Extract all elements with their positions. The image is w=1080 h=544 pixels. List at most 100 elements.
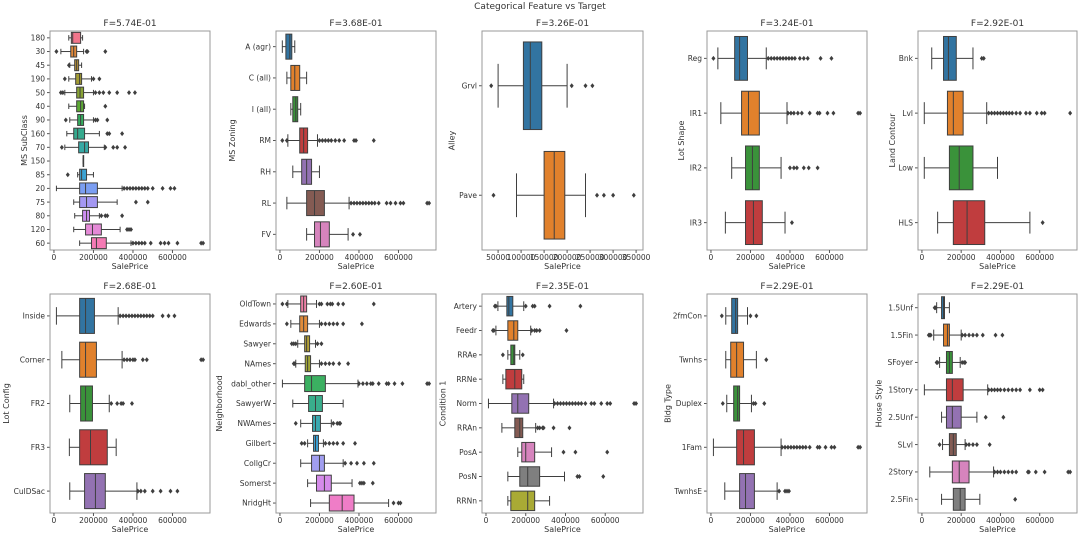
outlier-point	[354, 200, 359, 206]
outlier-point	[797, 444, 802, 450]
box-Somerst	[307, 474, 375, 492]
outlier-point	[561, 449, 566, 455]
outlier-point	[993, 332, 998, 338]
y-tick-label: Edwards	[239, 320, 271, 329]
y-tick-label: 70	[35, 143, 45, 152]
outlier-point	[1006, 387, 1011, 393]
x-tick-label: 0	[278, 516, 283, 525]
y-tick-label: IR1	[690, 109, 702, 118]
box-IR2	[731, 145, 820, 191]
x-tick-label: 200000	[947, 253, 976, 262]
y-tick-label: 50	[35, 88, 45, 97]
outlier-point	[583, 83, 588, 89]
x-tick-label: 200000	[511, 516, 540, 525]
outlier-point	[166, 240, 171, 246]
x-tick-label: 200000	[79, 253, 108, 262]
outlier-point	[1034, 110, 1039, 116]
x-tick-label: 200000	[553, 253, 582, 262]
subplot-title: F=2.92E-01	[971, 19, 1024, 29]
subplot-6: F=2.68E-01 Inside Corner FR2 FR3 CulDSac 0 2000…	[2, 282, 211, 534]
outlier-point	[605, 449, 610, 455]
outlier-point	[578, 303, 583, 309]
axes-frame	[706, 30, 868, 251]
y-tick-label: 150	[31, 157, 46, 166]
box-iqr	[510, 344, 516, 366]
box-1.5Fin	[926, 323, 1005, 347]
outlier-point	[118, 313, 123, 319]
outlier-point	[789, 220, 794, 226]
subplot-title: F=5.74E-01	[103, 19, 156, 29]
outlier-point	[1040, 220, 1045, 226]
outlier-point	[1014, 387, 1019, 393]
box-Edwards	[284, 315, 364, 333]
x-tick-label: 600000	[158, 253, 187, 262]
outlier-point	[158, 488, 163, 494]
y-tick-label: Duplex	[676, 399, 703, 408]
outlier-point	[65, 172, 70, 178]
box-RRNn	[507, 490, 551, 512]
outlier-point	[995, 110, 1000, 116]
outlier-point	[331, 420, 336, 426]
outlier-point	[785, 444, 790, 450]
subplot-9: F=2.29E-01 2fmCon Twnhs Duplex 1Fam TwnhsE 0 20…	[664, 282, 868, 534]
outlier-point	[1042, 469, 1047, 475]
box-iqr	[79, 297, 95, 334]
outlier-point	[1026, 469, 1031, 475]
outlier-point	[986, 110, 991, 116]
outlier-point	[139, 240, 144, 246]
outlier-point	[791, 165, 796, 171]
outlier-point	[280, 138, 285, 143]
outlier-point	[338, 420, 343, 426]
outlier-point	[144, 313, 149, 319]
outlier-point	[284, 301, 289, 307]
outlier-point	[293, 420, 298, 426]
y-tick-label: RRNe	[456, 375, 477, 384]
outlier-point	[967, 332, 972, 338]
outlier-point	[175, 240, 180, 246]
outlier-point	[769, 55, 774, 61]
outlier-point	[63, 117, 68, 123]
outlier-point	[1039, 110, 1044, 116]
box-iqr	[507, 320, 519, 341]
box-PosN	[507, 466, 606, 487]
outlier-point	[1006, 469, 1011, 475]
y-tick-label: 1.5Unf	[888, 303, 913, 312]
outlier-point	[341, 301, 346, 307]
outlier-point	[343, 460, 348, 466]
box-FR3	[68, 429, 117, 466]
outlier-point	[785, 110, 790, 116]
subplot-2: F=3.68E-01 A (agr) C (all) I (all) RM RH RL FV 0…	[228, 19, 437, 271]
box-RH	[292, 158, 320, 185]
box-iqr	[79, 196, 98, 209]
outlier-point	[103, 49, 108, 55]
outlier-point	[794, 444, 799, 450]
box-Inside	[55, 297, 177, 334]
outlier-point	[772, 55, 777, 61]
outlier-point	[634, 401, 639, 406]
x-axis-label: SalePrice	[544, 525, 581, 534]
box-Twnhs	[725, 341, 769, 378]
outlier-point	[964, 442, 969, 448]
box-Artery	[492, 295, 583, 317]
y-tick-label: NWAmes	[237, 419, 271, 428]
y-tick-label: A (agr)	[245, 42, 271, 51]
box-70	[59, 141, 128, 154]
outlier-point	[54, 49, 59, 55]
box-Bnk	[931, 35, 986, 81]
x-axis-label: SalePrice	[112, 262, 149, 271]
outlier-point	[302, 440, 307, 446]
outlier-point	[983, 414, 988, 420]
outlier-point	[292, 361, 297, 367]
x-axis-label: SalePrice	[979, 525, 1016, 534]
x-tick-label: 150000	[530, 253, 559, 262]
box-iqr	[736, 429, 755, 466]
outlier-point	[141, 313, 146, 319]
outlier-point	[103, 103, 108, 109]
y-tick-label: Inside	[23, 312, 46, 321]
outlier-point	[786, 488, 791, 494]
outlier-point	[168, 488, 173, 494]
axes-frame	[481, 30, 644, 251]
outlier-point	[356, 381, 361, 387]
outlier-point	[325, 301, 330, 307]
y-tick-label: Bnk	[899, 54, 914, 63]
